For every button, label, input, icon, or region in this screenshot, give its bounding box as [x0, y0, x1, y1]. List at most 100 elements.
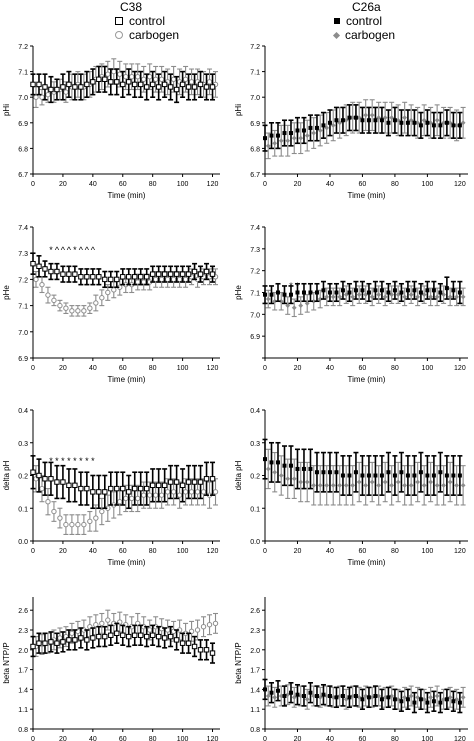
- column-title-c38: C38: [120, 0, 143, 14]
- data-point: [158, 276, 165, 283]
- data-point: [182, 76, 189, 82]
- panel-c26a-phi: 6.7 6.8 6.9 7.0 7.1 7.2 0 20 40 60 80 100 120 Time (m…: [234, 44, 468, 200]
- data-point: [54, 640, 60, 646]
- data-point: [337, 482, 343, 488]
- data-point: [36, 81, 42, 88]
- data-point: [120, 632, 126, 638]
- data-point: [402, 294, 408, 300]
- data-point: [421, 292, 427, 298]
- data-point: [418, 123, 423, 128]
- data-point: [120, 274, 126, 280]
- x-axis-label: Time (min): [348, 558, 386, 567]
- data-point: [203, 647, 210, 653]
- data-point: [197, 271, 204, 277]
- data-point: [447, 294, 453, 300]
- data-point: [451, 288, 456, 293]
- data-point: [295, 466, 300, 471]
- data-point: [102, 76, 108, 82]
- data-point: [87, 305, 93, 311]
- data-point: [304, 301, 310, 306]
- data-point: [408, 292, 414, 298]
- data-point: [369, 479, 375, 485]
- data-point: [164, 489, 171, 495]
- data-point: [389, 482, 395, 488]
- data-point: [369, 112, 375, 118]
- data-point: [143, 84, 150, 90]
- data-point: [161, 635, 168, 641]
- data-point: [96, 633, 102, 640]
- data-point: [138, 274, 144, 280]
- data-point: [282, 463, 287, 468]
- series-control: [30, 455, 216, 510]
- data-point: [72, 637, 78, 643]
- significance-marker: ^: [55, 245, 60, 255]
- y-tick-label: 7.4: [250, 225, 260, 232]
- data-point: [111, 68, 117, 75]
- data-point: [141, 76, 147, 82]
- data-point: [48, 268, 54, 275]
- data-point: [78, 274, 84, 280]
- data-point: [161, 271, 168, 277]
- x-tick-label: 120: [454, 548, 466, 555]
- data-point: [350, 482, 356, 488]
- data-point: [182, 276, 189, 283]
- data-point: [298, 135, 304, 141]
- data-point: [36, 472, 42, 479]
- data-point: [392, 288, 397, 293]
- data-point: [376, 482, 382, 488]
- data-point: [138, 485, 144, 492]
- data-point: [63, 521, 69, 528]
- y-tick-label: 6.8: [18, 146, 28, 153]
- data-point: [301, 694, 306, 698]
- data-point: [402, 482, 408, 488]
- x-tick-label: 40: [326, 548, 334, 555]
- x-axis-label: Time (min): [108, 558, 146, 567]
- data-point: [415, 694, 421, 700]
- data-point: [278, 298, 284, 304]
- data-point: [301, 290, 306, 295]
- x-tick-label: 80: [149, 365, 157, 372]
- data-point: [454, 482, 460, 488]
- data-point: [363, 112, 369, 118]
- data-point: [191, 268, 198, 275]
- data-point: [269, 133, 274, 138]
- data-point: [392, 697, 397, 702]
- y-tick-label: 7.2: [18, 277, 28, 284]
- data-point: [431, 288, 436, 293]
- data-point: [81, 308, 87, 314]
- data-point: [263, 687, 267, 692]
- data-point: [54, 268, 60, 275]
- data-point: [164, 276, 171, 283]
- data-point: [146, 74, 153, 80]
- significance-marker: *: [79, 456, 83, 466]
- data-point: [308, 125, 313, 130]
- data-point: [330, 694, 336, 700]
- x-tick-label: 20: [294, 181, 302, 188]
- data-point: [282, 694, 287, 698]
- x-tick-label: 40: [326, 365, 334, 372]
- data-point: [405, 288, 410, 293]
- data-point: [363, 292, 369, 298]
- x-tick-label: 100: [177, 365, 189, 372]
- data-point: [66, 637, 72, 643]
- data-point: [395, 479, 401, 485]
- data-point: [418, 697, 423, 702]
- x-tick-label: 80: [391, 548, 399, 555]
- data-point: [42, 640, 48, 646]
- significance-marker: *: [91, 456, 95, 466]
- data-point: [60, 271, 66, 277]
- data-point: [421, 117, 427, 123]
- data-point: [161, 81, 168, 88]
- data-point: [135, 74, 141, 80]
- data-point: [33, 276, 39, 283]
- x-tick-label: 20: [294, 548, 302, 555]
- data-point: [330, 482, 336, 488]
- series-carbogen: [265, 99, 466, 160]
- data-point: [93, 300, 99, 306]
- data-point: [405, 120, 410, 125]
- data-point: [57, 302, 63, 309]
- data-point: [51, 297, 57, 304]
- data-point: [324, 125, 330, 131]
- data-point: [117, 71, 123, 77]
- data-point: [457, 123, 462, 128]
